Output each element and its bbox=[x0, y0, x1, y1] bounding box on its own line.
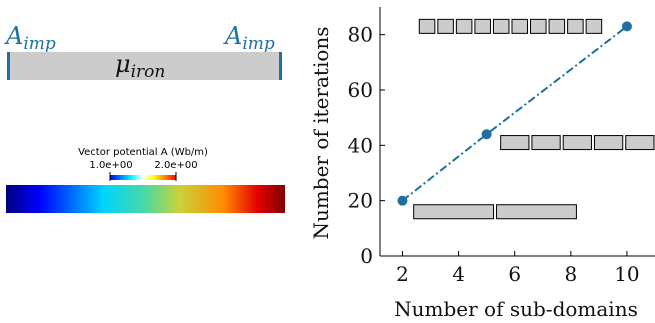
x-tick-label: 6 bbox=[508, 262, 521, 286]
sub-domain-box bbox=[531, 135, 561, 151]
right-boundary-edge bbox=[279, 52, 282, 80]
left-boundary-edge bbox=[7, 52, 10, 80]
potential-field-strip bbox=[6, 185, 285, 213]
x-tick-label: 10 bbox=[614, 262, 639, 286]
colorbar-legend: Vector potential A (Wb/m) 1.0e+00 2.0e+0… bbox=[6, 147, 285, 213]
sub-domain-box bbox=[437, 18, 454, 34]
colorbar-scale bbox=[110, 175, 176, 180]
x-tick-label: 4 bbox=[452, 262, 465, 286]
sub-domain-box bbox=[567, 18, 584, 34]
y-tick-label: 40 bbox=[348, 133, 373, 157]
x-tick-label: 2 bbox=[396, 262, 409, 286]
iterations-data-point bbox=[621, 21, 632, 32]
iron-bar-diagram: Aimp Aimp μiron bbox=[4, 22, 282, 82]
sub-domain-box bbox=[593, 135, 624, 151]
iron-bar bbox=[8, 52, 281, 80]
right-a-imp-label: Aimp bbox=[223, 22, 275, 54]
sub-domain-box bbox=[530, 18, 547, 34]
iterations-chart: Number of sub-domains Number of iteratio… bbox=[309, 7, 655, 321]
y-tick-label: 20 bbox=[348, 189, 373, 213]
sub-domain-box bbox=[413, 204, 495, 220]
iterations-data-point bbox=[481, 129, 492, 140]
y-axis-label: Number of iterations bbox=[309, 26, 333, 239]
sub-domain-box bbox=[496, 204, 577, 220]
sub-domain-box bbox=[562, 135, 592, 151]
sub-domain-box bbox=[548, 18, 566, 34]
sub-domain-box bbox=[474, 18, 491, 34]
sub-domain-box bbox=[511, 18, 529, 34]
colorbar-min-label: 1.0e+00 bbox=[89, 160, 132, 171]
sub-domain-box bbox=[455, 18, 473, 34]
sub-domain-box bbox=[500, 135, 530, 151]
y-tick-label: 60 bbox=[348, 78, 373, 102]
sub-domain-box bbox=[418, 18, 436, 34]
left-a-imp-label: Aimp bbox=[4, 22, 56, 54]
colorbar-max-label: 2.0e+00 bbox=[154, 160, 197, 171]
y-tick-label: 80 bbox=[348, 23, 373, 47]
iterations-series-line bbox=[401, 25, 628, 202]
sub-domain-box bbox=[492, 18, 510, 34]
sub-domain-box bbox=[625, 135, 655, 151]
colorbar-title: Vector potential A (Wb/m) bbox=[78, 147, 208, 158]
mu-iron-label: μiron bbox=[115, 50, 165, 82]
iterations-data-point bbox=[397, 195, 408, 206]
y-tick-label: 0 bbox=[360, 244, 373, 268]
x-tick-label: 8 bbox=[564, 262, 577, 286]
sub-domain-box bbox=[585, 18, 603, 34]
x-axis-label: Number of sub-domains bbox=[394, 297, 638, 321]
